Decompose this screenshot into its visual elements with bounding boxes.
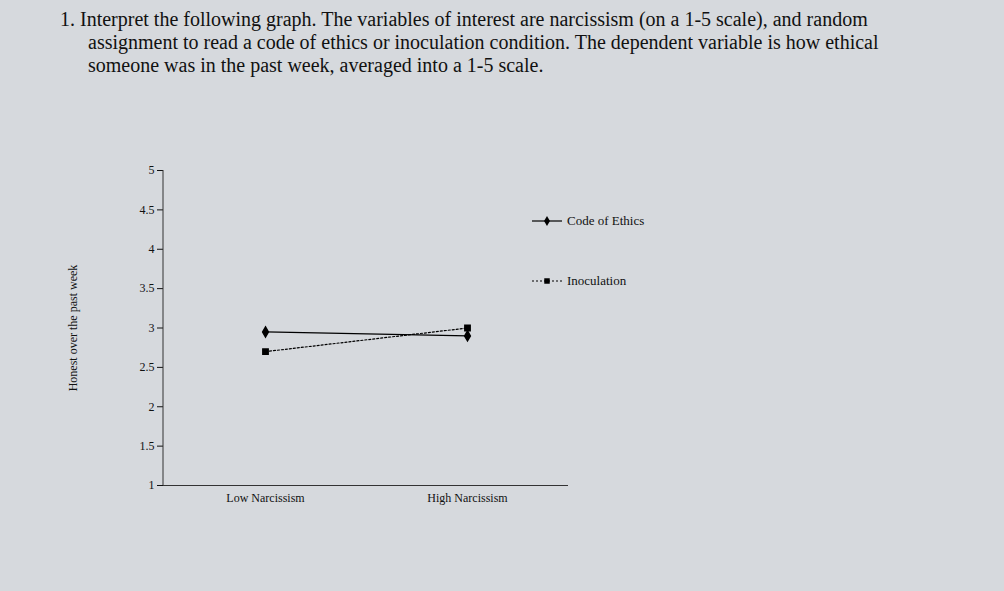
svg-text:1: 1	[149, 478, 155, 492]
svg-text:4.5: 4.5	[140, 203, 155, 217]
html-text:1. Interpret the following gra: 1. Interpret the following graph. The va…	[60, 8, 879, 76]
svg-text:4: 4	[149, 242, 155, 256]
svg-text:High Narcissism: High Narcissism	[427, 491, 508, 505]
svg-text:1.5: 1.5	[140, 439, 155, 453]
svg-text:3: 3	[149, 321, 155, 335]
svg-text:Honest over the past week: Honest over the past week	[66, 265, 80, 392]
svg-text:2.5: 2.5	[140, 360, 155, 374]
svg-text:Low Narcissism: Low Narcissism	[226, 491, 305, 505]
svg-text:5: 5	[149, 163, 155, 177]
html-text:Code of Ethics: Code of Ethics	[567, 213, 645, 228]
svg-text:3.5: 3.5	[140, 281, 155, 295]
svg-text:2: 2	[149, 400, 155, 414]
html-text:Inoculation: Inoculation	[567, 273, 627, 288]
